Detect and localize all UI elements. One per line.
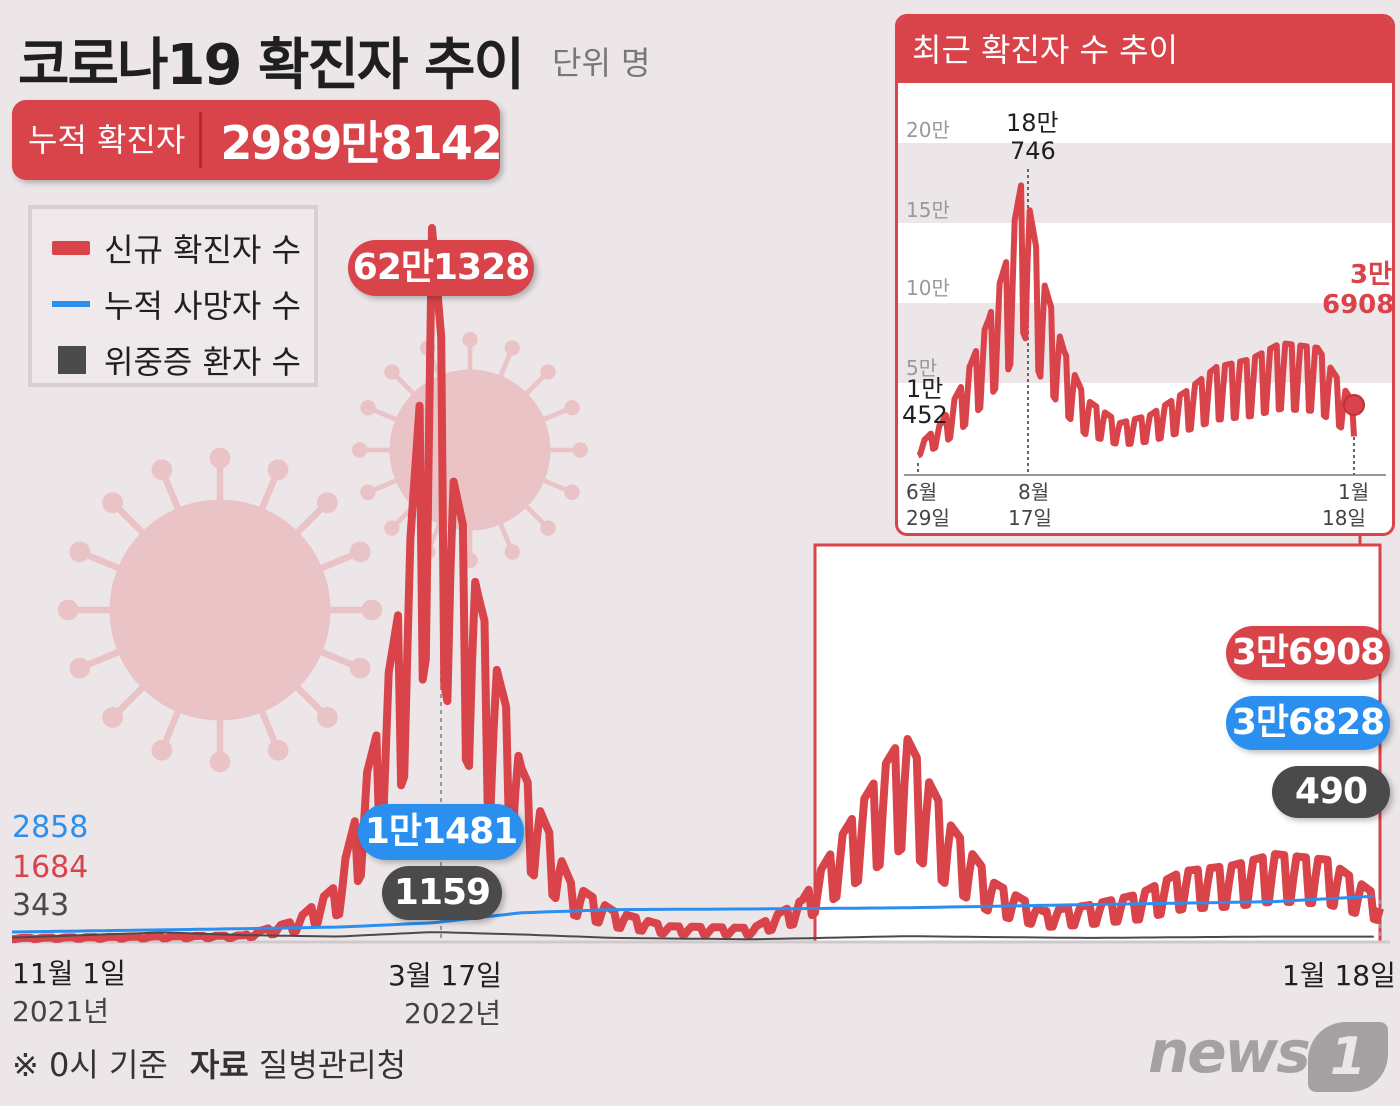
start-value-new-cases: 1684 — [12, 850, 89, 885]
news1-logo-mark: 1 — [1308, 1022, 1388, 1092]
inset-end-label-2: 6908 — [1322, 290, 1392, 320]
peak-callout-deaths: 1만1481 — [358, 804, 524, 860]
x-label-end: 1월 18일 — [1282, 959, 1396, 992]
end-callout-new-cases: 3만6908 — [1226, 626, 1390, 680]
start-value-critical: 343 — [12, 888, 70, 923]
inset-band — [898, 143, 1392, 223]
inset-end-marker — [1343, 394, 1365, 416]
inset-end-label-1: 3만 — [1350, 260, 1392, 290]
cumulative-cases-value: 2989만8142 — [220, 116, 502, 170]
inset-y-tick: 20만 — [906, 118, 950, 142]
footer-basis: ※ 0시 기준 — [12, 1046, 168, 1084]
end-callout-critical: 490 — [1272, 766, 1390, 818]
series-line-critical — [11, 931, 1374, 941]
legend-label: 위중증 환자 수 — [104, 343, 301, 381]
inset-chart: 최근 확진자 수 추이 20만 15만 10만 5만 1만 452 18만 74… — [895, 14, 1395, 536]
series-line-deaths — [11, 894, 1374, 934]
page-title: 코로나19 확진자 추이 — [18, 33, 525, 98]
chart-legend: 신규 확진자 수 누적 사망자 수 위중증 환자 수 — [28, 205, 318, 387]
inset-peak-label-1: 18만 — [1006, 109, 1059, 137]
inset-y-tick: 5만 — [906, 356, 937, 380]
inset-start-label-1: 1만 — [906, 375, 943, 403]
legend-item-new-cases: 신규 확진자 수 — [52, 225, 301, 271]
inset-y-tick: 15만 — [906, 198, 950, 222]
x-label-mid: 3월 17일 — [388, 959, 502, 992]
cumulative-cases-label: 누적 확진자 — [12, 112, 203, 168]
footer-source-label: 자료 — [189, 1046, 249, 1084]
end-callout-deaths: 3만6828 — [1226, 696, 1390, 750]
legend-item-deaths: 누적 사망자 수 — [52, 281, 301, 327]
inset-series-line — [916, 182, 1357, 459]
x-label-start: 11월 1일 — [12, 957, 126, 990]
inset-title: 최근 확진자 수 추이 — [898, 17, 1392, 83]
start-value-deaths: 2858 — [12, 810, 89, 845]
inset-start-label-2: 452 — [902, 401, 948, 429]
cumulative-cases-box: 누적 확진자 2989만8142 — [12, 100, 503, 180]
inset-x-tick-day: 29일 — [906, 506, 950, 530]
news1-logo: news — [1148, 1018, 1311, 1086]
inset-plot: 20만 15만 10만 5만 1만 452 18만 746 3만 6908 6월… — [898, 109, 1392, 530]
peak-callout-new-cases: 62만1328 — [348, 240, 534, 296]
inset-x-tick-day: 17일 — [1008, 506, 1052, 530]
inset-x-tick-month: 8월 — [1018, 480, 1049, 504]
footer-note: ※ 0시 기준 자료 질병관리청 — [12, 1040, 406, 1086]
unit-label: 단위 명 — [552, 44, 651, 82]
inset-x-tick-month: 1월 — [1338, 480, 1369, 504]
inset-x-tick-day: 18일 — [1322, 506, 1366, 530]
x-label-start-year: 2021년 — [12, 995, 110, 1028]
x-label-mid-year: 2022년 — [404, 997, 502, 1030]
inset-y-tick: 10만 — [906, 276, 950, 300]
legend-label: 신규 확진자 수 — [104, 231, 301, 269]
peak-callout-critical: 1159 — [382, 866, 502, 920]
legend-swatch-line-icon — [52, 301, 90, 307]
virus-icon — [57, 447, 383, 773]
legend-label: 누적 사망자 수 — [104, 287, 301, 325]
legend-item-critical: 위중증 환자 수 — [52, 337, 301, 383]
legend-swatch-bar-icon — [52, 241, 90, 255]
legend-swatch-square-icon — [58, 346, 86, 374]
inset-x-tick-month: 6월 — [906, 480, 937, 504]
inset-peak-label-2: 746 — [1010, 137, 1056, 165]
virus-icon — [351, 331, 589, 569]
footer-source: 질병관리청 — [258, 1046, 407, 1084]
